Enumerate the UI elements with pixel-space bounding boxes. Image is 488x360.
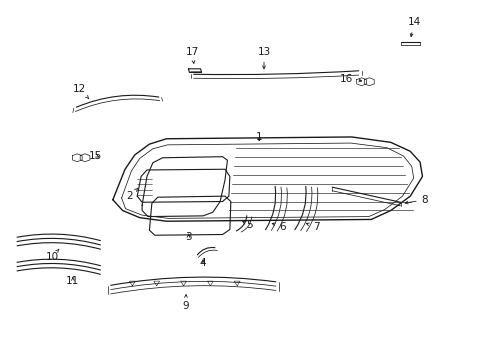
Text: 5: 5 [243, 220, 252, 230]
Text: 13: 13 [257, 46, 270, 69]
Text: 16: 16 [340, 74, 361, 84]
Text: 9: 9 [183, 294, 189, 311]
Text: 11: 11 [66, 276, 80, 286]
Text: 6: 6 [272, 222, 285, 232]
Text: 17: 17 [185, 46, 199, 63]
Text: 8: 8 [405, 195, 427, 205]
Text: 15: 15 [89, 150, 102, 161]
Text: 10: 10 [45, 249, 59, 262]
Text: 1: 1 [255, 132, 262, 142]
Text: 2: 2 [126, 188, 138, 201]
Text: 7: 7 [305, 222, 319, 232]
Text: 14: 14 [407, 17, 420, 36]
Text: 4: 4 [199, 258, 206, 268]
Text: 12: 12 [73, 84, 88, 99]
Text: 3: 3 [185, 232, 191, 242]
